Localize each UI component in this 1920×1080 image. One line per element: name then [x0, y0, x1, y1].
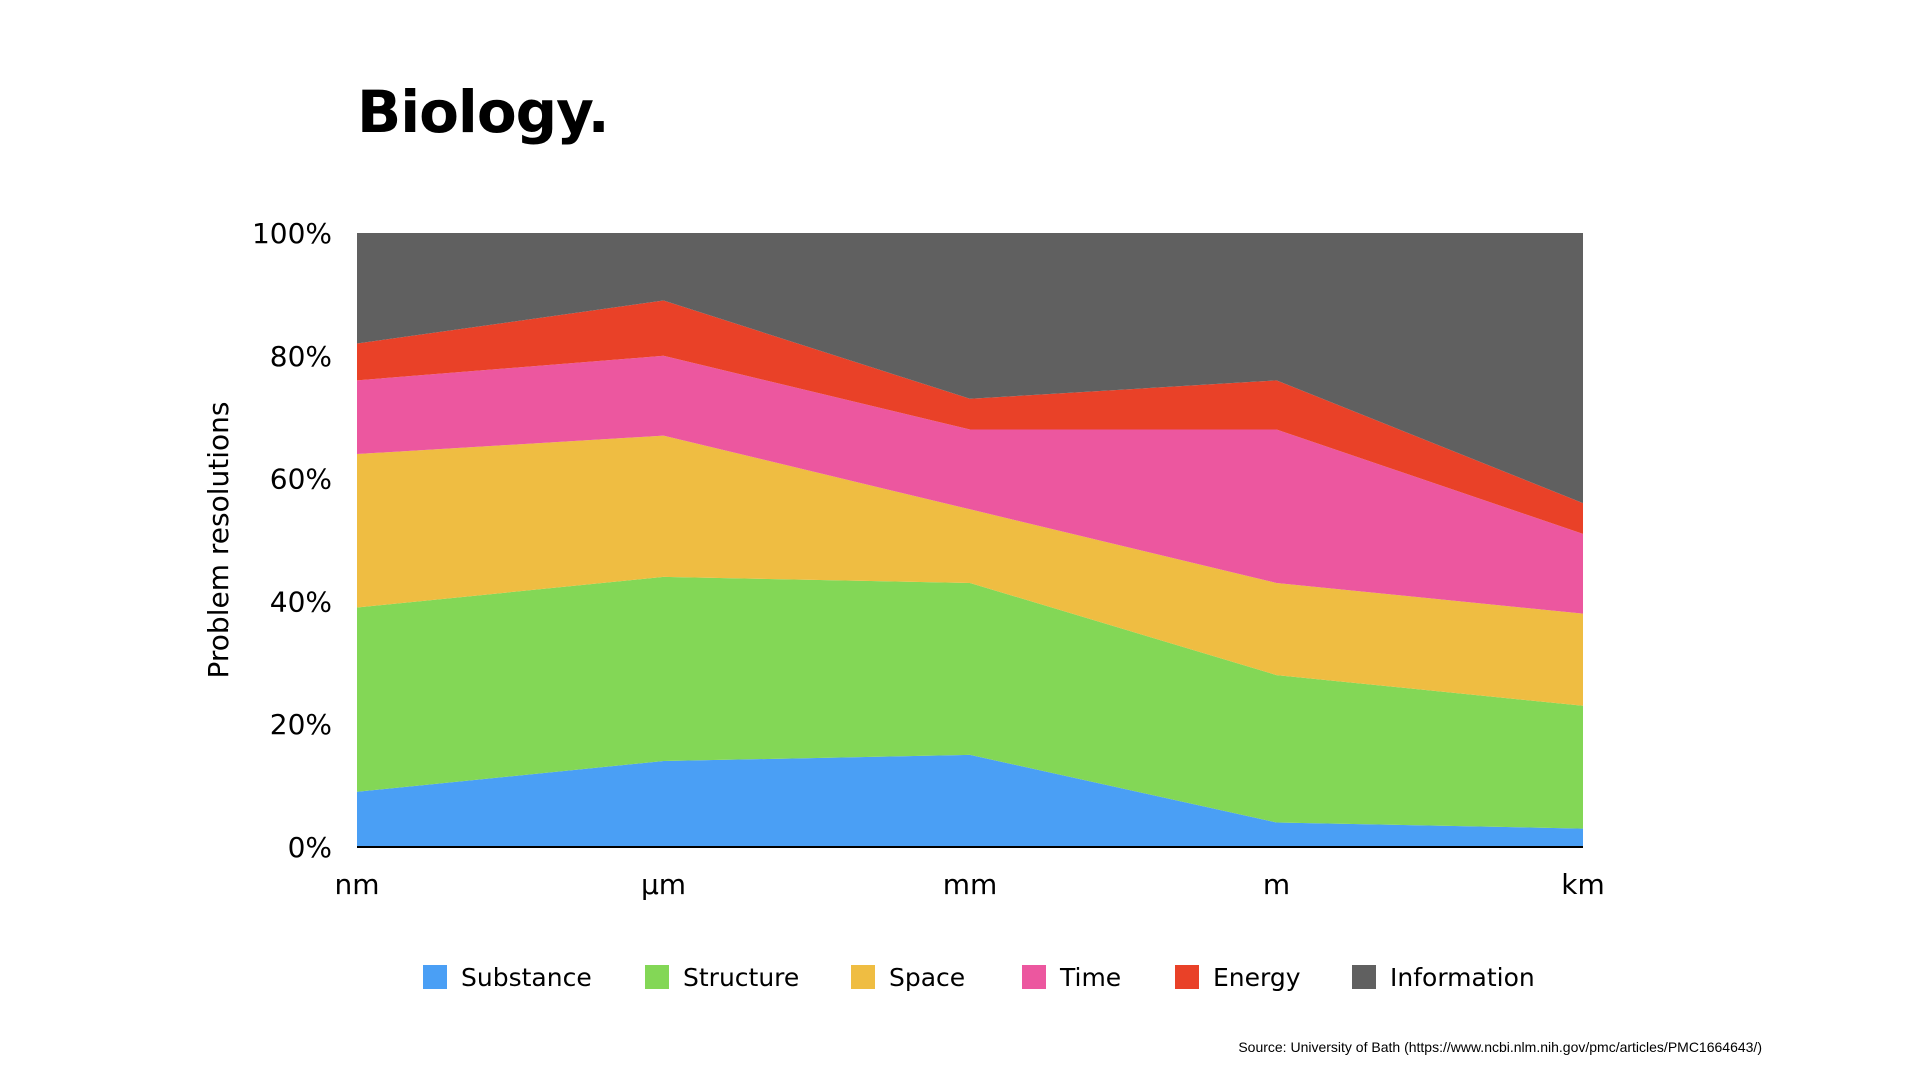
legend-label: Time — [1059, 963, 1121, 992]
legend-label: Structure — [683, 963, 799, 992]
x-tick-label: μm — [641, 868, 686, 901]
y-axis-ticks: 0% 20% 40% 60% 80% 100% — [252, 217, 332, 864]
x-tick-label: m — [1263, 868, 1290, 901]
legend-item-substance: Substance — [423, 963, 592, 992]
legend-swatch — [423, 965, 447, 989]
x-tick-label: km — [1561, 868, 1605, 901]
legend-swatch — [1352, 965, 1376, 989]
legend-label: Information — [1390, 963, 1535, 992]
y-axis-label: Problem resolutions — [202, 402, 235, 679]
x-tick-label: mm — [943, 868, 998, 901]
legend-item-energy: Energy — [1175, 963, 1301, 992]
source-note: Source: University of Bath (https://www.… — [1238, 1039, 1762, 1055]
y-tick-label: 80% — [270, 340, 332, 373]
area-structure — [357, 576, 1583, 829]
legend-item-structure: Structure — [645, 963, 799, 992]
area-layers — [357, 233, 1583, 847]
y-tick-label: 100% — [252, 217, 332, 250]
legend-item-time: Time — [1022, 963, 1121, 992]
legend-label: Energy — [1213, 963, 1301, 992]
legend-item-space: Space — [851, 963, 965, 992]
chart-title: Biology. — [357, 78, 610, 146]
legend-swatch — [1022, 965, 1046, 989]
legend-swatch — [1175, 965, 1199, 989]
legend-swatch — [645, 965, 669, 989]
area-substance — [357, 754, 1583, 847]
area-space — [357, 435, 1583, 706]
legend-item-information: Information — [1352, 963, 1535, 992]
legend-label: Substance — [461, 963, 592, 992]
legend-swatch — [851, 965, 875, 989]
x-tick-label: nm — [334, 868, 379, 901]
y-tick-label: 0% — [288, 831, 332, 864]
y-tick-label: 20% — [270, 708, 332, 741]
y-tick-label: 40% — [270, 585, 332, 618]
y-tick-label: 60% — [270, 463, 332, 496]
legend: Substance Structure Space Time Energy Informa… — [423, 963, 1535, 992]
area-energy — [357, 300, 1583, 534]
x-axis-ticks: nm μm mm m km — [334, 868, 1604, 901]
area-information — [357, 233, 1583, 504]
area-time — [357, 355, 1583, 614]
legend-label: Space — [889, 963, 965, 992]
